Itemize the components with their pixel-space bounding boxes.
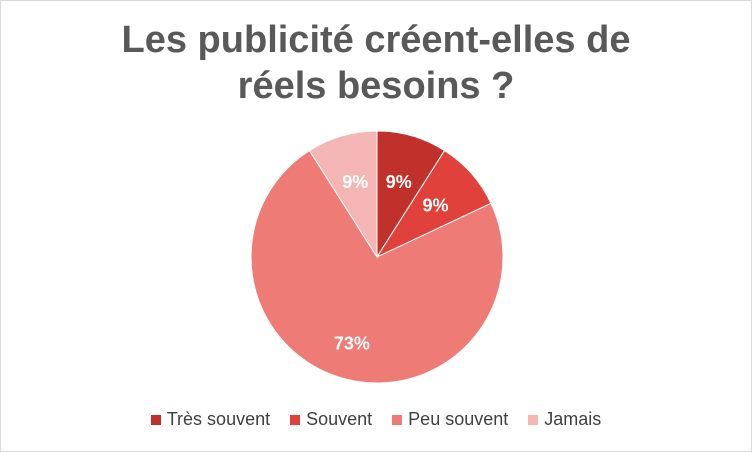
pie-slice-peu-souvent [250, 149, 504, 384]
legend-label: Jamais [544, 409, 602, 429]
legend-swatch [150, 414, 161, 425]
legend-item-souvent: Souvent [290, 409, 372, 430]
chart-title-line-1: Les publicité créent-elles de [121, 19, 631, 61]
legend-swatch [528, 414, 539, 425]
legend-item-peu-souvent: Peu souvent [392, 409, 508, 430]
chart-title-line-2: réels besoins ? [237, 65, 515, 107]
legend-swatch [392, 414, 403, 425]
chart-title: Les publicité créent-elles de réels beso… [1, 17, 751, 109]
data-label-jamais: 9% [342, 172, 368, 192]
legend-item-jamais: Jamais [528, 409, 601, 430]
legend-label: Peu souvent [408, 409, 509, 429]
data-label-tres-souvent: 9% [386, 172, 412, 192]
pie-slice-jamais [308, 130, 378, 259]
data-label-souvent: 9% [423, 195, 449, 215]
pie-data-labels: 9% 9% 73% 9% [334, 172, 449, 353]
pie-slices [250, 130, 504, 384]
legend-swatch [290, 414, 301, 425]
legend-item-tres-souvent: Très souvent [150, 409, 271, 430]
data-label-peu-souvent: 73% [334, 333, 370, 353]
legend-label: Souvent [306, 409, 373, 429]
legend-label: Très souvent [166, 409, 271, 429]
chart-legend: Très souvent Souvent Peu souvent Jamais [1, 409, 751, 430]
